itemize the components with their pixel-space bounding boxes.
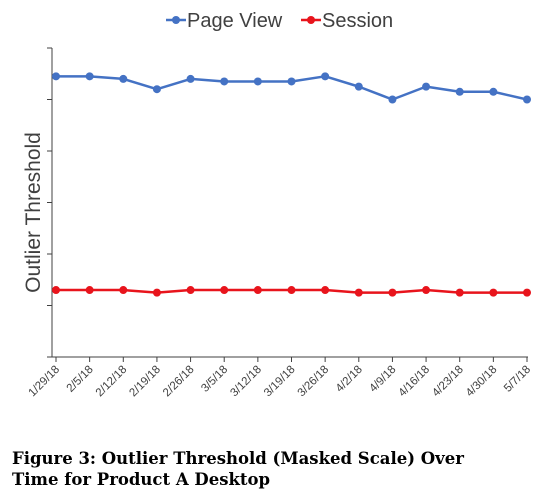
data-point	[422, 82, 431, 91]
x-tick-label: 2/26/18	[161, 364, 197, 400]
data-point	[489, 87, 498, 96]
data-point	[321, 286, 330, 295]
legend-label: Page View	[187, 10, 283, 32]
x-tick-label: 4/16/18	[397, 364, 433, 400]
data-point	[523, 95, 531, 104]
data-point	[388, 288, 397, 297]
data-point	[186, 74, 195, 83]
figure-caption: Figure 3: Outlier Threshold (Masked Scal…	[12, 448, 546, 490]
data-point	[287, 77, 296, 86]
data-point	[152, 288, 161, 297]
data-point	[489, 288, 498, 297]
data-point	[52, 286, 60, 295]
data-point	[287, 286, 296, 295]
x-tick-label: 2/5/18	[65, 364, 96, 395]
data-point	[354, 288, 363, 297]
legend-label: Session	[322, 10, 393, 32]
x-tick-label: 2/19/18	[127, 364, 163, 400]
data-point	[152, 85, 161, 94]
x-tick-label: 5/7/18	[502, 364, 533, 395]
data-point	[354, 82, 363, 91]
data-point	[455, 87, 464, 96]
caption-line-2: Time for Product A Desktop	[12, 470, 271, 489]
x-tick-label: 3/19/18	[262, 364, 298, 400]
data-point	[186, 286, 195, 295]
x-tick-label: 4/30/18	[464, 364, 500, 400]
x-tick-label: 4/2/18	[334, 364, 365, 395]
data-point	[220, 77, 229, 86]
data-point	[422, 286, 431, 295]
data-point	[220, 286, 229, 295]
caption-line-1: Figure 3: Outlier Threshold (Masked Scal…	[12, 449, 464, 468]
data-point	[388, 95, 397, 104]
data-point	[85, 72, 94, 81]
x-tick-label: 3/12/18	[228, 364, 264, 400]
legend-marker	[307, 16, 315, 24]
x-tick-label: 4/23/18	[430, 364, 466, 400]
chart-area: Outlier Threshold 1/29/18 2/5/18 2/12/18 2/1…	[22, 10, 533, 400]
data-point	[253, 286, 262, 295]
x-tick-label: 3/5/18	[199, 364, 230, 395]
data-point	[119, 74, 128, 83]
line-chart: Outlier Threshold 1/29/18 2/5/182/12/182/1…	[22, 10, 533, 400]
x-tick-label: 4/9/18	[367, 364, 398, 395]
data-point	[85, 286, 94, 295]
data-point	[523, 288, 531, 297]
x-tick-label: 3/26/18	[296, 364, 332, 400]
data-point	[455, 288, 464, 297]
data-point	[52, 72, 60, 81]
legend-marker	[172, 16, 180, 24]
data-point	[119, 286, 128, 295]
y-axis-title: Outlier Threshold	[22, 132, 45, 293]
data-point	[253, 77, 262, 86]
x-tick-label: 1/29/18	[27, 364, 63, 400]
x-tick-label: 2/12/18	[94, 364, 130, 400]
data-point	[321, 72, 330, 81]
